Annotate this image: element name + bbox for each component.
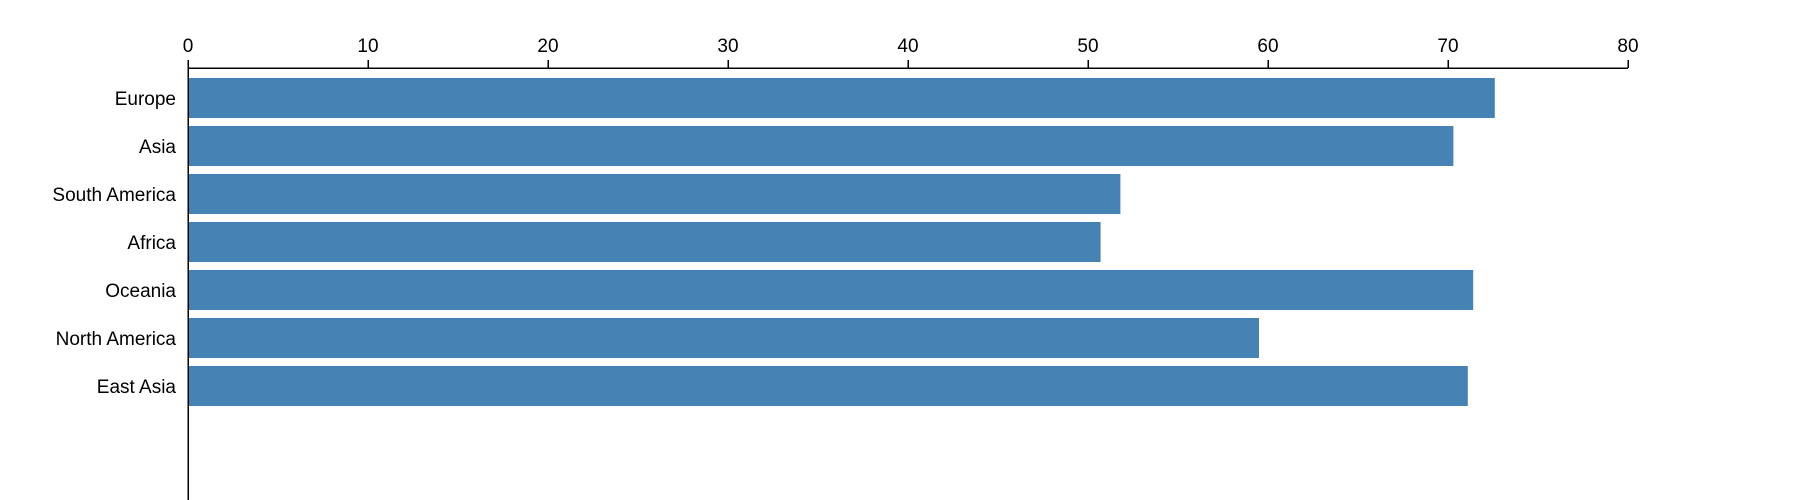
- bar: [189, 366, 1468, 406]
- y-category-label: South America: [52, 185, 176, 206]
- y-category-label: Africa: [127, 233, 176, 254]
- bars: [189, 78, 1495, 406]
- x-tick-label: 0: [183, 36, 194, 57]
- x-tick-label: 80: [1617, 36, 1638, 57]
- bar: [189, 318, 1259, 358]
- y-axis: Europe Asia South America Africa Oceania Nort…: [52, 68, 189, 500]
- x-tick-label: 50: [1077, 36, 1098, 57]
- x-tick-label: 30: [717, 36, 738, 57]
- y-category-label: Europe: [115, 89, 176, 110]
- y-category-label: North America: [56, 329, 177, 350]
- bar: [189, 78, 1495, 118]
- bar: [189, 270, 1474, 310]
- x-tick-label: 10: [357, 36, 378, 57]
- x-tick-label: 60: [1257, 36, 1278, 57]
- y-category-label: East Asia: [97, 377, 177, 398]
- y-category-label: Oceania: [105, 281, 176, 302]
- x-tick-label: 70: [1437, 36, 1458, 57]
- bar: [189, 126, 1454, 166]
- x-tick-label: 40: [897, 36, 918, 57]
- bar: [189, 174, 1121, 214]
- x-tick-label: 20: [537, 36, 558, 57]
- x-axis: 0 10 20 30 40 50 60 70 80: [183, 36, 1639, 69]
- y-category-label: Asia: [139, 137, 176, 158]
- bar: [189, 222, 1101, 262]
